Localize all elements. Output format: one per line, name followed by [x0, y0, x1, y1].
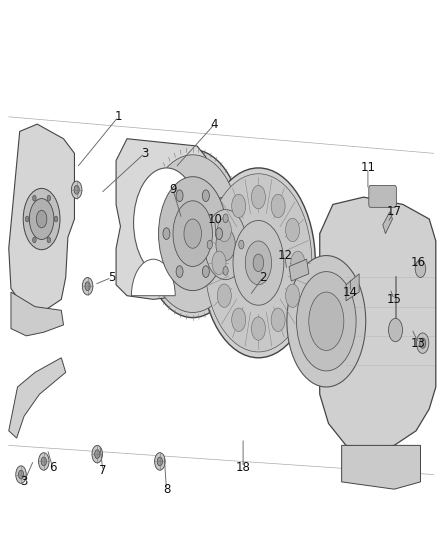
Text: 17: 17	[387, 205, 402, 218]
Circle shape	[23, 188, 60, 249]
Text: 12: 12	[277, 249, 292, 262]
Circle shape	[309, 292, 344, 351]
Text: 10: 10	[207, 213, 222, 225]
Polygon shape	[9, 358, 66, 438]
Circle shape	[232, 308, 246, 332]
Text: 15: 15	[387, 293, 402, 306]
Text: 16: 16	[411, 256, 426, 269]
Circle shape	[286, 284, 300, 308]
Circle shape	[36, 211, 47, 228]
Circle shape	[207, 240, 212, 249]
Circle shape	[25, 216, 29, 222]
Circle shape	[82, 278, 93, 295]
Circle shape	[74, 185, 79, 194]
Circle shape	[286, 219, 300, 241]
Circle shape	[47, 195, 51, 201]
Text: 2: 2	[259, 271, 267, 284]
Polygon shape	[9, 124, 74, 314]
Circle shape	[251, 317, 265, 340]
Circle shape	[134, 168, 199, 278]
Circle shape	[205, 209, 247, 280]
Wedge shape	[131, 259, 175, 296]
Circle shape	[415, 260, 426, 278]
Circle shape	[389, 318, 403, 342]
Text: 6: 6	[49, 461, 57, 474]
Text: 18: 18	[236, 461, 251, 474]
Text: 11: 11	[360, 161, 375, 174]
Text: 13: 13	[411, 337, 426, 350]
Circle shape	[205, 174, 312, 352]
Circle shape	[176, 266, 183, 277]
Polygon shape	[116, 139, 206, 300]
FancyBboxPatch shape	[369, 185, 396, 207]
Circle shape	[297, 272, 356, 371]
Circle shape	[16, 466, 26, 483]
Circle shape	[71, 181, 82, 199]
Text: 3: 3	[21, 475, 28, 488]
Circle shape	[157, 457, 162, 466]
Text: 14: 14	[343, 286, 358, 298]
Circle shape	[92, 446, 102, 463]
Circle shape	[173, 201, 212, 266]
Circle shape	[159, 177, 227, 290]
Circle shape	[47, 237, 50, 243]
Circle shape	[41, 457, 46, 466]
Circle shape	[18, 470, 24, 479]
Text: 8: 8	[163, 483, 170, 496]
Circle shape	[216, 229, 235, 261]
Circle shape	[420, 338, 426, 348]
Polygon shape	[342, 446, 420, 489]
Text: 9: 9	[169, 183, 177, 196]
Circle shape	[85, 282, 90, 290]
Circle shape	[217, 284, 231, 308]
Circle shape	[145, 155, 240, 312]
Circle shape	[32, 195, 36, 201]
Text: 3: 3	[141, 147, 148, 160]
Circle shape	[142, 150, 243, 318]
Text: 7: 7	[99, 464, 107, 478]
Circle shape	[223, 214, 228, 223]
Text: 1: 1	[114, 110, 122, 123]
Circle shape	[95, 450, 100, 458]
Circle shape	[223, 266, 228, 275]
Circle shape	[417, 333, 429, 353]
Circle shape	[163, 228, 170, 239]
Circle shape	[54, 216, 58, 222]
Circle shape	[176, 190, 183, 201]
Circle shape	[287, 255, 366, 387]
Circle shape	[202, 190, 209, 201]
Circle shape	[271, 308, 285, 332]
Text: 5: 5	[108, 271, 115, 284]
Circle shape	[202, 266, 209, 277]
Circle shape	[245, 241, 272, 285]
Circle shape	[29, 199, 54, 239]
Circle shape	[233, 221, 284, 305]
Circle shape	[253, 254, 264, 272]
Circle shape	[217, 219, 231, 241]
Circle shape	[39, 453, 49, 470]
Circle shape	[32, 237, 36, 243]
Polygon shape	[346, 274, 359, 301]
Circle shape	[212, 251, 226, 274]
Polygon shape	[319, 197, 436, 449]
Circle shape	[184, 219, 201, 248]
Circle shape	[251, 185, 265, 209]
Circle shape	[291, 251, 305, 274]
Polygon shape	[383, 212, 392, 233]
Circle shape	[232, 194, 246, 217]
Circle shape	[239, 240, 244, 249]
Circle shape	[155, 453, 165, 470]
Circle shape	[215, 228, 223, 239]
Circle shape	[271, 194, 285, 217]
Circle shape	[197, 197, 254, 292]
Polygon shape	[289, 259, 309, 281]
Text: 4: 4	[211, 118, 219, 131]
Circle shape	[201, 168, 315, 358]
Polygon shape	[11, 292, 64, 336]
